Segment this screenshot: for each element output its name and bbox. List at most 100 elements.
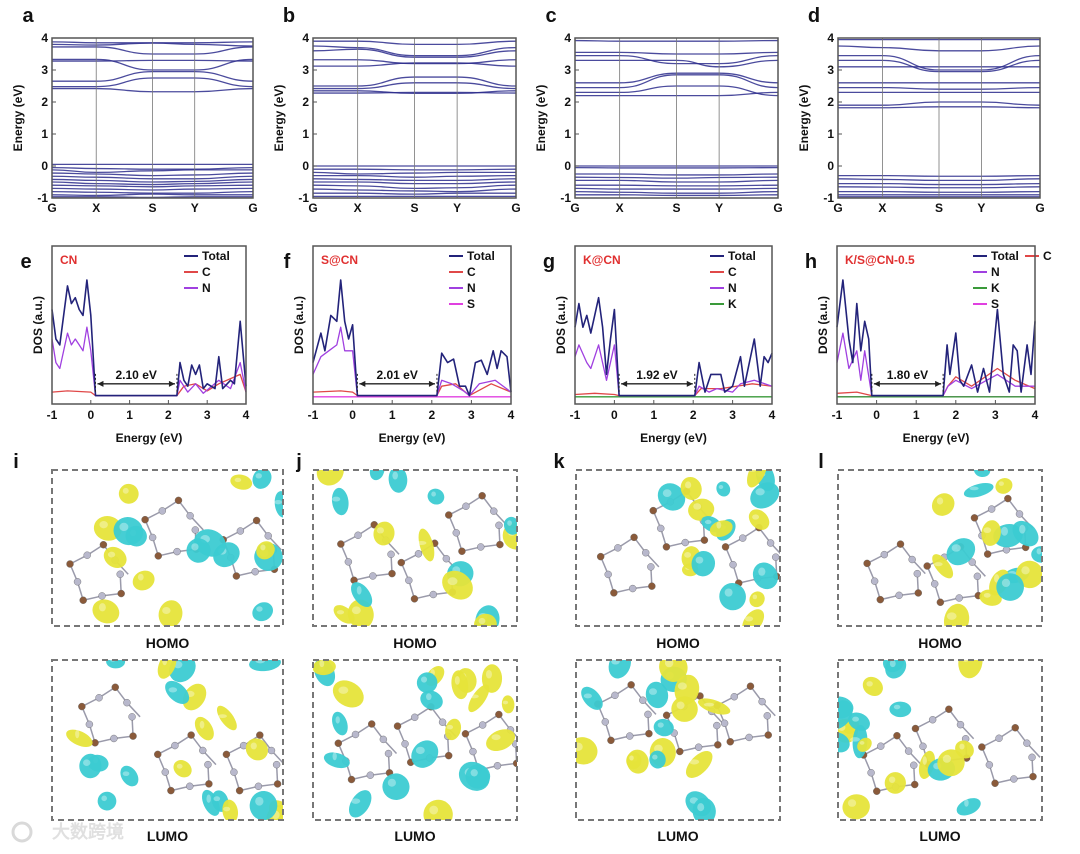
- lobe-highlight: [392, 471, 398, 480]
- lobe-highlight: [969, 486, 979, 491]
- carbon-atom: [983, 550, 992, 558]
- nitrogen-atom: [110, 734, 118, 743]
- carbon-atom: [627, 681, 635, 689]
- k-point-label: Y: [715, 201, 723, 215]
- legend-label: C: [1043, 249, 1052, 263]
- lobe-highlight: [502, 700, 509, 705]
- molecule-scene: [596, 470, 780, 626]
- nitrogen-atom: [158, 507, 166, 515]
- lobe-highlight: [685, 481, 692, 489]
- panel-letter: j: [295, 451, 302, 473]
- carbon-atom: [222, 750, 231, 759]
- lobe-highlight: [99, 521, 108, 529]
- panel-letter: e: [20, 251, 31, 273]
- lobe-highlight: [849, 737, 861, 742]
- nitrogen-atom: [604, 570, 612, 579]
- legend-label: S: [467, 297, 475, 311]
- nitrogen-atom: [379, 735, 388, 744]
- legend-label: N: [728, 281, 737, 295]
- lobe-highlight: [162, 606, 171, 615]
- nitrogen-atom: [351, 730, 360, 739]
- lobe-highlight: [758, 567, 766, 576]
- x-tick-label: 3: [992, 408, 999, 422]
- carbon-atom: [79, 596, 87, 604]
- plot-frame: [574, 245, 773, 405]
- carbon-atom: [205, 780, 213, 788]
- carbon-atom: [410, 595, 419, 603]
- carbon-atom: [714, 741, 722, 749]
- nitrogen-atom: [1028, 753, 1036, 762]
- lobe-highlight: [677, 682, 687, 690]
- nitrogen-atom: [758, 697, 766, 706]
- carbon-atom: [99, 541, 108, 549]
- lobe-highlight: [657, 722, 664, 728]
- x-tick-label: 2: [165, 408, 172, 422]
- cyan-lobe: [649, 750, 666, 769]
- cyan-lobe: [692, 797, 716, 820]
- lobe-highlight: [122, 771, 130, 777]
- nitrogen-atom: [930, 580, 939, 588]
- yellow-lobe: [659, 660, 688, 682]
- panel-letter: g: [543, 251, 555, 273]
- nitrogen-atom: [913, 569, 922, 578]
- carbon-atom: [347, 775, 356, 784]
- lobe-highlight: [415, 746, 425, 755]
- plot-frame: [836, 245, 1036, 405]
- yellow-lobe: [157, 660, 177, 679]
- lobe-highlight: [387, 778, 396, 787]
- y-axis-label: Energy (eV): [534, 85, 548, 152]
- yellow-lobe: [932, 554, 954, 579]
- watermark-logo: 大数跨境: [11, 821, 124, 843]
- panel-letter: a: [22, 5, 34, 27]
- yellow-lobe: [316, 470, 344, 486]
- dos-curve-total: [51, 279, 247, 397]
- x-tick-label: 0: [349, 408, 356, 422]
- y-tick-label: -1: [298, 191, 309, 205]
- cyan-lobe: [608, 660, 631, 679]
- cyan-lobe: [885, 660, 907, 679]
- lobe-highlight: [629, 755, 634, 761]
- homo-label: HOMO: [918, 635, 962, 651]
- yellow-lobe: [418, 528, 435, 562]
- k-point-label: G: [1035, 201, 1044, 215]
- yellow-lobe: [194, 716, 214, 741]
- legend-label: N: [202, 281, 211, 295]
- yellow-lobe: [749, 591, 765, 608]
- lobe-highlight: [983, 527, 992, 534]
- sample-label: S@CN: [321, 253, 358, 267]
- carbon-atom: [970, 514, 979, 522]
- lobe-highlight: [652, 754, 658, 760]
- nitrogen-atom: [452, 529, 460, 537]
- dos-curve-total: [574, 296, 773, 397]
- yellow-lobe: [256, 541, 275, 560]
- carbon-atom: [273, 780, 282, 788]
- nitrogen-atom: [171, 741, 179, 750]
- homo-render: HOMO: [837, 469, 1043, 651]
- carbon-atom: [496, 540, 504, 549]
- yellow-lobe: [103, 546, 127, 569]
- lobe-highlight: [101, 795, 107, 802]
- lobe-highlight: [951, 544, 961, 552]
- cyan-lobe: [252, 470, 272, 489]
- carbon-atom: [167, 786, 175, 795]
- y-tick-label: 0: [827, 159, 834, 173]
- yellow-lobe: [709, 520, 733, 537]
- lobe-highlight: [936, 497, 944, 505]
- cyan-lobe: [332, 711, 348, 736]
- y-tick-label: 3: [41, 63, 48, 77]
- lobe-highlight: [478, 617, 486, 625]
- legend: Total CNS: [449, 249, 495, 311]
- nitrogen-atom: [95, 694, 103, 702]
- yellow-lobe: [746, 470, 768, 488]
- x-tick-label: 4: [1032, 408, 1039, 422]
- y-tick-label: 3: [827, 63, 834, 77]
- nitrogen-atom: [766, 539, 775, 547]
- k-point-label: G: [511, 201, 520, 215]
- legend-label: Total: [991, 249, 1019, 263]
- lobe-highlight: [744, 616, 754, 622]
- x-tick-label: 0: [87, 408, 94, 422]
- lobe-highlight: [250, 742, 257, 750]
- y-tick-label: -1: [560, 191, 571, 205]
- yellow-lobe: [245, 738, 269, 761]
- legend-label: N: [991, 265, 1000, 279]
